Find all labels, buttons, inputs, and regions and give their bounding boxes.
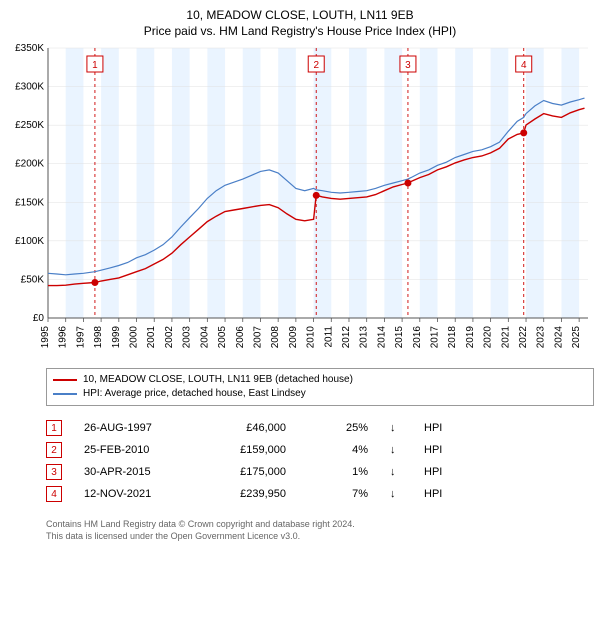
svg-text:2023: 2023 [536, 326, 547, 349]
svg-text:£50K: £50K [21, 274, 45, 285]
transaction-marker: 2 [46, 442, 62, 458]
svg-text:£0: £0 [33, 313, 45, 324]
svg-text:2012: 2012 [341, 326, 352, 349]
transaction-row: 2 25-FEB-2010 £159,000 4% ↓ HPI [46, 442, 594, 458]
svg-text:1997: 1997 [75, 326, 86, 349]
transaction-hpi-label: HPI [424, 466, 454, 478]
transaction-pct: 4% [308, 444, 368, 456]
legend-row: HPI: Average price, detached house, East… [53, 387, 587, 401]
legend-label: HPI: Average price, detached house, East… [83, 387, 306, 401]
svg-text:£150K: £150K [15, 197, 44, 208]
svg-text:2017: 2017 [430, 326, 441, 349]
transaction-date: 26-AUG-1997 [84, 422, 184, 434]
legend-box: 10, MEADOW CLOSE, LOUTH, LN11 9EB (detac… [46, 368, 594, 406]
transaction-pct: 1% [308, 466, 368, 478]
transaction-row: 3 30-APR-2015 £175,000 1% ↓ HPI [46, 464, 594, 480]
svg-text:2008: 2008 [270, 326, 281, 349]
transaction-date: 25-FEB-2010 [84, 444, 184, 456]
transaction-hpi-label: HPI [424, 444, 454, 456]
svg-text:2003: 2003 [182, 326, 193, 349]
down-arrow-icon: ↓ [390, 422, 402, 434]
svg-text:2004: 2004 [199, 326, 210, 349]
svg-text:2011: 2011 [323, 326, 334, 348]
transaction-price: £46,000 [206, 422, 286, 434]
svg-text:2009: 2009 [288, 326, 299, 349]
svg-text:2005: 2005 [217, 326, 228, 349]
transaction-marker: 3 [46, 464, 62, 480]
transactions-table: 1 26-AUG-1997 £46,000 25% ↓ HPI 2 25-FEB-2010 £1… [46, 414, 594, 508]
chart-title: 10, MEADOW CLOSE, LOUTH, LN11 9EB [6, 8, 594, 22]
svg-text:2019: 2019 [465, 326, 476, 349]
footer-line-2: This data is licensed under the Open Gov… [46, 530, 594, 542]
transaction-hpi-label: HPI [424, 422, 454, 434]
svg-text:1995: 1995 [40, 326, 51, 349]
svg-text:1996: 1996 [58, 326, 69, 349]
svg-text:£300K: £300K [15, 82, 44, 93]
transaction-marker: 1 [46, 420, 62, 436]
svg-text:1998: 1998 [93, 326, 104, 349]
svg-text:2016: 2016 [412, 326, 423, 349]
svg-text:2006: 2006 [235, 326, 246, 349]
svg-text:2: 2 [313, 60, 319, 71]
transaction-price: £159,000 [206, 444, 286, 456]
svg-text:2015: 2015 [394, 326, 405, 349]
svg-text:1: 1 [92, 60, 98, 71]
svg-text:2013: 2013 [359, 326, 370, 349]
chart-container: 10, MEADOW CLOSE, LOUTH, LN11 9EB Price … [0, 0, 600, 620]
transaction-price: £175,000 [206, 466, 286, 478]
svg-text:2020: 2020 [483, 326, 494, 349]
transaction-marker: 4 [46, 486, 62, 502]
legend-swatch [53, 393, 77, 395]
legend-row: 10, MEADOW CLOSE, LOUTH, LN11 9EB (detac… [53, 373, 587, 387]
transaction-pct: 25% [308, 422, 368, 434]
transaction-date: 12-NOV-2021 [84, 488, 184, 500]
down-arrow-icon: ↓ [390, 466, 402, 478]
svg-text:3: 3 [405, 60, 411, 71]
svg-text:2025: 2025 [571, 326, 582, 349]
svg-text:2000: 2000 [129, 326, 140, 349]
down-arrow-icon: ↓ [390, 444, 402, 456]
svg-text:2010: 2010 [306, 326, 317, 349]
transaction-row: 1 26-AUG-1997 £46,000 25% ↓ HPI [46, 420, 594, 436]
svg-text:2001: 2001 [146, 326, 157, 349]
down-arrow-icon: ↓ [390, 488, 402, 500]
transaction-hpi-label: HPI [424, 488, 454, 500]
transaction-row: 4 12-NOV-2021 £239,950 7% ↓ HPI [46, 486, 594, 502]
transaction-pct: 7% [308, 488, 368, 500]
svg-text:2021: 2021 [500, 326, 511, 349]
legend-label: 10, MEADOW CLOSE, LOUTH, LN11 9EB (detac… [83, 373, 353, 387]
svg-text:1999: 1999 [111, 326, 122, 349]
svg-text:2014: 2014 [376, 326, 387, 349]
transaction-price: £239,950 [206, 488, 286, 500]
svg-text:2022: 2022 [518, 326, 529, 349]
svg-text:2018: 2018 [447, 326, 458, 349]
svg-text:2024: 2024 [553, 326, 564, 349]
legend-swatch [53, 379, 77, 381]
svg-text:2002: 2002 [164, 326, 175, 349]
svg-text:2007: 2007 [252, 326, 263, 349]
svg-text:£100K: £100K [15, 236, 44, 247]
footer-attribution: Contains HM Land Registry data © Crown c… [46, 518, 594, 542]
footer-line-1: Contains HM Land Registry data © Crown c… [46, 518, 594, 530]
transaction-date: 30-APR-2015 [84, 466, 184, 478]
chart-subtitle: Price paid vs. HM Land Registry's House … [6, 24, 594, 38]
svg-text:£350K: £350K [15, 43, 44, 54]
svg-text:4: 4 [521, 60, 527, 71]
svg-text:£250K: £250K [15, 120, 44, 131]
line-chart-svg: £0 £50K £100K £150K £200K £250K £300K £350K 1995… [6, 42, 594, 362]
chart-area: £0 £50K £100K £150K £200K £250K £300K £350K 1995… [6, 42, 594, 362]
svg-text:£200K: £200K [15, 159, 44, 170]
